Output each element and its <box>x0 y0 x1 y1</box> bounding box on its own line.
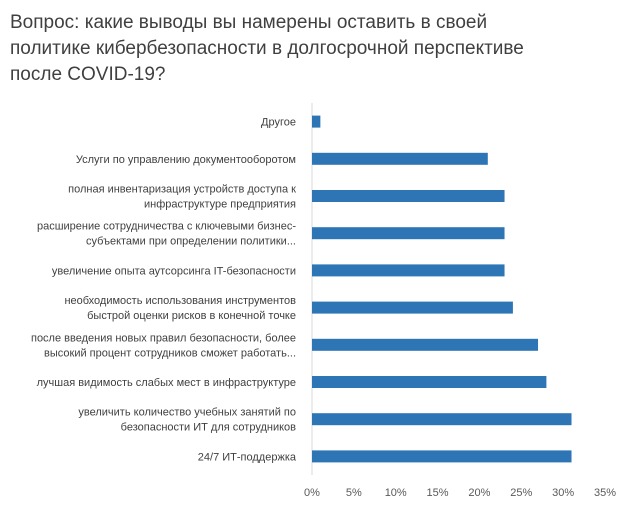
category-label-2-line-1: инфраструктуре предприятия <box>144 199 296 211</box>
bar-9 <box>312 450 572 463</box>
bar-5 <box>312 301 513 314</box>
bar-2 <box>312 190 505 202</box>
category-label-5-line-1: быстрой оценки рисков в конечной точке <box>87 310 296 322</box>
chart-title: Вопрос: какие выводы вы намерены оставит… <box>10 12 524 85</box>
category-label-0: Другое <box>261 117 296 129</box>
x-tick-label-4: 20% <box>468 487 490 499</box>
category-label-3-line-1: субъектами при определении политики... <box>86 236 296 248</box>
x-tick-label-6: 30% <box>552 487 574 499</box>
category-label-9: 24/7 ИТ-поддержка <box>198 451 297 463</box>
x-tick-label-7: 35% <box>594 487 616 499</box>
bar-8 <box>312 413 572 426</box>
bar-6 <box>312 338 539 351</box>
x-tick-label-3: 15% <box>427 487 449 499</box>
bar-7 <box>312 376 547 388</box>
x-tick-label-5: 25% <box>510 487 532 499</box>
bar-1 <box>312 152 488 165</box>
x-tick-label-0: 0% <box>304 487 320 499</box>
bar-3 <box>312 227 505 240</box>
category-label-5-line-0: необходимость использования инструментов <box>64 295 296 307</box>
category-label-4: увеличение опыта аутсорсинга IT-безопасн… <box>52 265 296 277</box>
category-label-8-line-0: увеличить количество учебных занятий по <box>78 407 296 419</box>
category-label-7: лучшая видимость слабых мест в инфрастру… <box>37 377 296 389</box>
category-label-2-line-0: полная инвентаризация устройств доступа … <box>68 184 296 196</box>
category-label-6-line-1: высокий процент сотрудников сможет работ… <box>44 347 296 359</box>
x-tick-label-1: 5% <box>346 487 362 499</box>
category-label-6-line-0: после введения новых правил безопасности… <box>31 332 296 344</box>
bar-4 <box>312 264 505 277</box>
category-label-1: Услуги по управлению документооборотом <box>76 154 296 166</box>
bar-0 <box>312 115 321 128</box>
category-label-3-line-0: расширение сотрудничества с ключевыми би… <box>37 221 296 233</box>
x-tick-label-2: 10% <box>385 487 407 499</box>
category-label-8-line-1: безопасности ИТ для сотрудников <box>121 422 296 434</box>
